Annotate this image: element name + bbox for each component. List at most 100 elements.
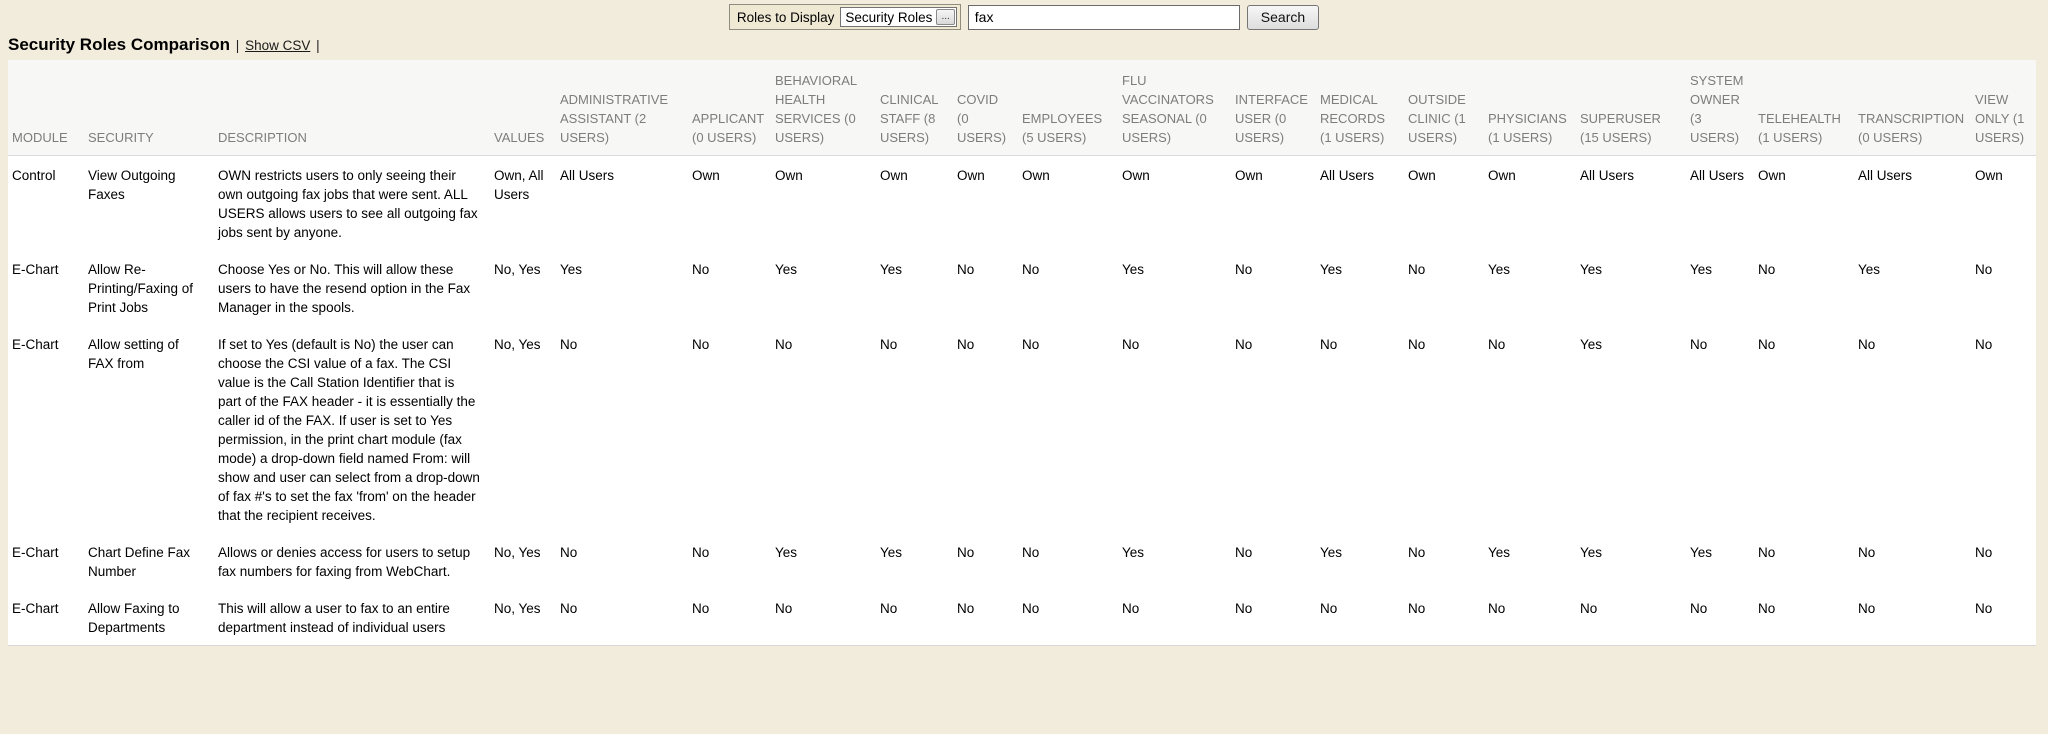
column-header-system-owner: SYSTEM OWNER (3 USERS)	[1686, 60, 1754, 156]
role-value-cell: No	[688, 249, 771, 325]
role-value-cell: All Users	[556, 155, 688, 250]
description-cell: This will allow a user to fax to an enti…	[214, 588, 490, 646]
role-value-cell: No	[1018, 532, 1118, 589]
column-header-telehealth: TELEHEALTH (1 USERS)	[1754, 60, 1854, 156]
values-cell: No, Yes	[490, 249, 556, 325]
security-cell: Allow Faxing to Departments	[84, 588, 214, 646]
role-value-cell: No	[1854, 588, 1971, 646]
column-header-applicant: APPLICANT (0 USERS)	[688, 60, 771, 156]
roles-to-display-label: Roles to Display	[736, 9, 835, 25]
role-value-cell: No	[556, 588, 688, 646]
table-header-row: MODULE SECURITY DESCRIPTION VALUES ADMINISTR…	[8, 60, 2036, 156]
title-divider: |	[235, 38, 240, 53]
role-value-cell: No	[953, 588, 1018, 646]
column-header-description: DESCRIPTION	[214, 60, 490, 156]
show-csv-link[interactable]: Show CSV	[245, 38, 311, 53]
title-divider: |	[316, 38, 320, 53]
role-value-cell: No	[1971, 532, 2036, 589]
roles-to-display-group: Roles to Display Security Roles ...	[728, 4, 961, 30]
role-value-cell: No	[1404, 588, 1484, 646]
column-header-security: SECURITY	[84, 60, 214, 156]
role-value-cell: No	[1854, 324, 1971, 533]
column-header-behavioral-health-services: BEHAVIORAL HEALTH SERVICES (0 USERS)	[771, 60, 876, 156]
roles-select-expand-button[interactable]: ...	[936, 9, 955, 25]
role-value-cell: No	[1754, 532, 1854, 589]
role-value-cell: No	[1576, 588, 1686, 646]
role-value-cell: Yes	[1576, 249, 1686, 325]
column-header-outside-clinic: OUTSIDE CLINIC (1 USERS)	[1404, 60, 1484, 156]
role-value-cell: No	[1971, 324, 2036, 533]
column-header-physicians: PHYSICIANS (1 USERS)	[1484, 60, 1576, 156]
role-value-cell: No	[876, 588, 953, 646]
table-row: E-Chart Chart Define Fax Number Allows or …	[8, 532, 2036, 589]
column-header-flu-vaccinators-seasonal: FLU VACCINATORS SEASONAL (0 USERS)	[1118, 60, 1231, 156]
role-value-cell: No	[1971, 249, 2036, 325]
security-roles-table: MODULE SECURITY DESCRIPTION VALUES ADMINISTR…	[8, 60, 2036, 646]
module-cell: E-Chart	[8, 324, 84, 533]
role-value-cell: No	[1316, 324, 1404, 533]
toolbar: Roles to Display Security Roles ... Sear…	[0, 0, 2048, 33]
role-value-cell: All Users	[1686, 155, 1754, 250]
role-value-cell: Yes	[1576, 532, 1686, 589]
role-value-cell: Own	[1231, 155, 1316, 250]
role-value-cell: No	[1018, 588, 1118, 646]
column-header-covid: COVID (0 USERS)	[953, 60, 1018, 156]
role-value-cell: Yes	[1686, 532, 1754, 589]
role-value-cell: No	[1484, 588, 1576, 646]
page-title: Security Roles Comparison	[8, 35, 231, 54]
description-cell: OWN restricts users to only seeing their…	[214, 155, 490, 250]
role-value-cell: No	[1231, 588, 1316, 646]
role-value-cell: No	[688, 588, 771, 646]
role-value-cell: No	[1018, 324, 1118, 533]
role-value-cell: No	[1231, 249, 1316, 325]
roles-select[interactable]: Security Roles ...	[840, 7, 957, 27]
role-value-cell: No	[1231, 324, 1316, 533]
search-button[interactable]: Search	[1246, 4, 1320, 30]
role-value-cell: No	[1754, 588, 1854, 646]
role-value-cell: No	[556, 324, 688, 533]
values-cell: No, Yes	[490, 588, 556, 646]
role-value-cell: No	[1686, 588, 1754, 646]
title-row: Security Roles Comparison | Show CSV |	[8, 35, 2048, 55]
security-cell: Chart Define Fax Number	[84, 532, 214, 589]
role-value-cell: No	[953, 532, 1018, 589]
role-value-cell: No	[1018, 249, 1118, 325]
column-header-transcription: TRANSCRIPTION (0 USERS)	[1854, 60, 1971, 156]
security-cell: Allow Re-Printing/Faxing of Print Jobs	[84, 249, 214, 325]
role-value-cell: No	[953, 324, 1018, 533]
column-header-administrative-assistant: ADMINISTRATIVE ASSISTANT (2 USERS)	[556, 60, 688, 156]
role-value-cell: Yes	[771, 249, 876, 325]
role-value-cell: Own	[1018, 155, 1118, 250]
role-value-cell: Yes	[1854, 249, 1971, 325]
role-value-cell: No	[1686, 324, 1754, 533]
role-value-cell: No	[1231, 532, 1316, 589]
description-cell: If set to Yes (default is No) the user c…	[214, 324, 490, 533]
role-value-cell: Yes	[876, 532, 953, 589]
module-cell: Control	[8, 155, 84, 250]
column-header-values: VALUES	[490, 60, 556, 156]
search-input[interactable]	[967, 4, 1240, 30]
column-header-module: MODULE	[8, 60, 84, 156]
role-value-cell: No	[688, 532, 771, 589]
column-header-medical-records: MEDICAL RECORDS (1 USERS)	[1316, 60, 1404, 156]
security-cell: View Outgoing Faxes	[84, 155, 214, 250]
role-value-cell: No	[688, 324, 771, 533]
role-value-cell: No	[556, 532, 688, 589]
table-row: E-Chart Allow setting of FAX from If set t…	[8, 324, 2036, 533]
values-cell: No, Yes	[490, 532, 556, 589]
table-row: E-Chart Allow Faxing to Departments This w…	[8, 588, 2036, 646]
role-value-cell: Own	[953, 155, 1018, 250]
module-cell: E-Chart	[8, 588, 84, 646]
role-value-cell: Yes	[771, 532, 876, 589]
role-value-cell: No	[953, 249, 1018, 325]
role-value-cell: Yes	[1686, 249, 1754, 325]
role-value-cell: All Users	[1316, 155, 1404, 250]
role-value-cell: No	[771, 324, 876, 533]
role-value-cell: No	[1754, 324, 1854, 533]
role-value-cell: All Users	[1854, 155, 1971, 250]
role-value-cell: Own	[1971, 155, 2036, 250]
role-value-cell: Own	[688, 155, 771, 250]
role-value-cell: No	[1118, 324, 1231, 533]
description-cell: Choose Yes or No. This will allow these …	[214, 249, 490, 325]
column-header-clinical-staff: CLINICAL STAFF (8 USERS)	[876, 60, 953, 156]
